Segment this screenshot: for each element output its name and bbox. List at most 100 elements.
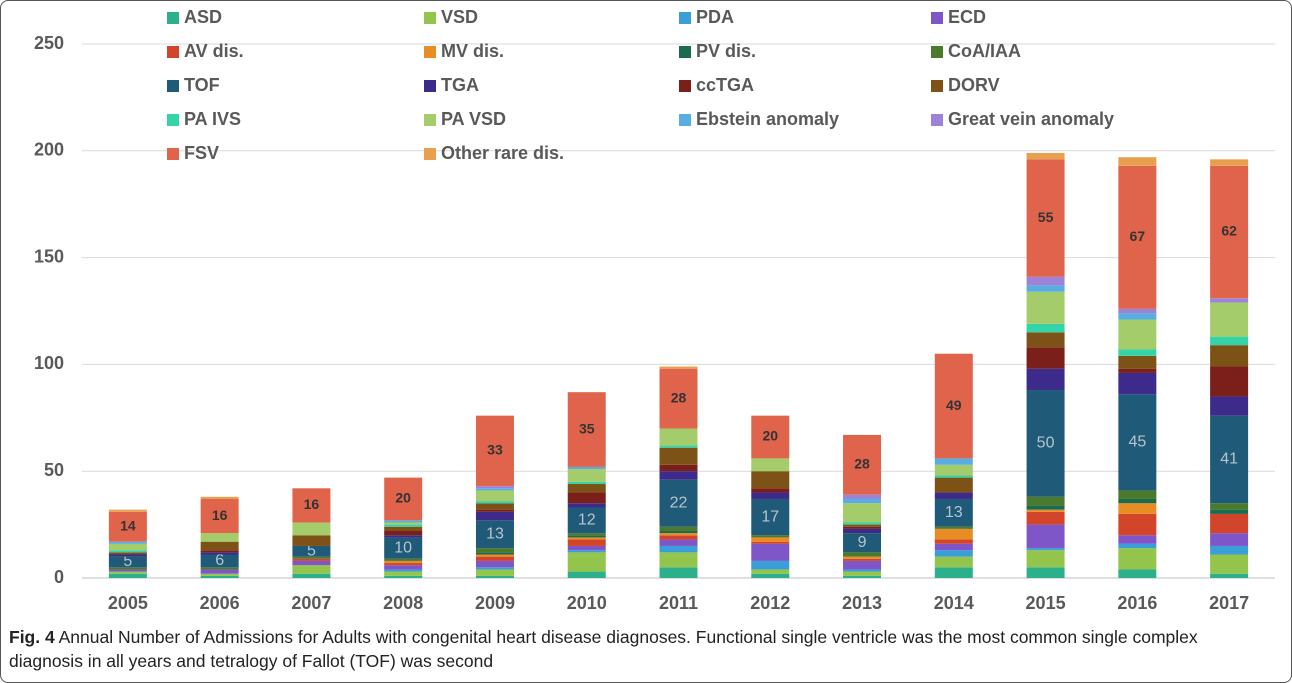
legend-label: VSD xyxy=(441,7,478,27)
bar-segment xyxy=(843,526,882,529)
y-tick-label: 200 xyxy=(34,140,64,160)
data-label: 35 xyxy=(579,420,595,436)
bar-segment xyxy=(659,368,698,429)
bar-segment xyxy=(1210,533,1249,546)
bar-segment xyxy=(567,571,606,578)
bar-segment xyxy=(384,560,423,564)
bar-segment xyxy=(384,563,423,566)
x-tick-label: 2007 xyxy=(291,593,331,613)
legend-swatch xyxy=(679,12,691,24)
bar-segment xyxy=(659,464,698,472)
data-label: 28 xyxy=(854,455,870,471)
data-label: 45 xyxy=(1128,434,1146,451)
bar-segment xyxy=(1026,511,1065,525)
data-label: 55 xyxy=(1038,209,1054,225)
bar-segment xyxy=(843,503,882,523)
legend-swatch xyxy=(679,114,691,126)
bar-segment xyxy=(1210,302,1249,337)
legend-swatch xyxy=(424,12,436,24)
bar-segment xyxy=(1210,503,1249,510)
bar-segment xyxy=(934,477,973,493)
bar-segment xyxy=(1210,165,1249,299)
bar-segment xyxy=(1210,345,1249,367)
bar-segment xyxy=(1210,298,1249,303)
bar-segment xyxy=(200,569,239,574)
x-tick-label: 2011 xyxy=(659,593,698,613)
x-tick-label: 2005 xyxy=(108,593,148,613)
bar-segment xyxy=(751,535,790,538)
bar-segment xyxy=(843,560,882,570)
x-tick-label: 2013 xyxy=(842,593,882,613)
bar-segment xyxy=(659,479,698,527)
bar-segment xyxy=(751,541,790,544)
legend-swatch xyxy=(931,114,943,126)
bar-segment xyxy=(384,535,423,538)
data-label: 20 xyxy=(762,428,778,444)
data-label: 13 xyxy=(945,504,963,521)
bar-segment xyxy=(1210,396,1249,416)
y-tick-label: 50 xyxy=(44,460,64,480)
bar-segment xyxy=(659,471,698,480)
bar-segment xyxy=(659,567,698,578)
bar-segment xyxy=(200,575,239,578)
bar-segment xyxy=(567,503,606,508)
data-label: 33 xyxy=(487,442,503,458)
data-label: 41 xyxy=(1220,451,1238,468)
bar-segment xyxy=(934,464,973,476)
bar-segment xyxy=(1026,390,1065,497)
x-tick-label: 2009 xyxy=(475,593,515,613)
bar-segment xyxy=(200,554,239,568)
data-label: 10 xyxy=(394,539,412,556)
bar-segment xyxy=(108,571,147,574)
bar-segment xyxy=(1210,554,1249,574)
bar-segment xyxy=(475,554,514,557)
bar-segment xyxy=(567,550,606,553)
bar-segment xyxy=(751,488,790,493)
legend-label: DORV xyxy=(948,75,1000,95)
data-label: 50 xyxy=(1037,435,1055,452)
bar-segment xyxy=(567,545,606,551)
bar-segment xyxy=(475,501,514,504)
bar-segment xyxy=(1118,372,1157,395)
bar-segment xyxy=(292,573,331,578)
bar-segment xyxy=(292,560,331,566)
bar-segment xyxy=(659,539,698,546)
bar-segment xyxy=(751,415,790,459)
bar-segment xyxy=(659,535,698,540)
bar-segment xyxy=(843,533,882,553)
data-label: 62 xyxy=(1221,223,1237,239)
legend-label: TOF xyxy=(184,75,220,95)
bar-segment xyxy=(843,522,882,525)
bar-segment xyxy=(108,550,147,553)
bar-segment xyxy=(567,492,606,504)
bar-segment xyxy=(108,543,147,551)
bar-segment xyxy=(292,558,331,561)
x-tick-label: 2008 xyxy=(383,593,423,613)
bar-segment xyxy=(475,520,514,549)
bar-segment xyxy=(567,537,606,540)
caption-label: Fig. 4 xyxy=(9,627,55,647)
bar-segment xyxy=(1118,513,1157,536)
bar-segment xyxy=(751,492,790,499)
bar-segment xyxy=(567,535,606,538)
bar-segment xyxy=(843,571,882,576)
bar-segment xyxy=(384,575,423,578)
bar-segment xyxy=(934,550,973,557)
y-tick-label: 0 xyxy=(54,567,64,587)
bar-segment xyxy=(1210,336,1249,346)
bar-segment xyxy=(1118,490,1157,499)
bar-segment xyxy=(659,552,698,568)
legend-label: ECD xyxy=(948,7,986,27)
data-label: 14 xyxy=(120,517,136,533)
bar-segment xyxy=(567,392,606,467)
y-tick-label: 250 xyxy=(34,33,64,53)
x-tick-label: 2016 xyxy=(1117,593,1157,613)
bar-segment xyxy=(751,537,790,542)
bar-segment xyxy=(934,526,973,529)
bar-segment xyxy=(1118,165,1157,309)
data-label: 5 xyxy=(123,553,132,570)
bar-segment xyxy=(843,575,882,578)
bar-segment xyxy=(108,511,147,542)
bar-segment xyxy=(108,569,147,572)
